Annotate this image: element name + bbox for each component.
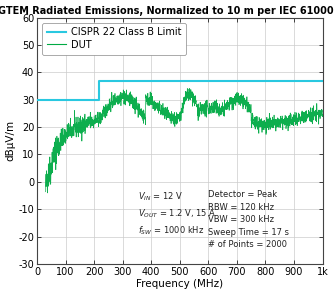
Text: $V_{IN}$ = 12 V
$V_{OUT}$ = 1.2 V, 15 A
$f_{SW}$ = 1000 kHz: $V_{IN}$ = 12 V $V_{OUT}$ = 1.2 V, 15 A … — [138, 190, 217, 237]
Legend: CISPR 22 Class B Limit, DUT: CISPR 22 Class B Limit, DUT — [42, 23, 186, 55]
X-axis label: Frequency (MHz): Frequency (MHz) — [136, 279, 223, 289]
Title: GTEM Radiated Emissions, Normalized to 10 m per IEC 61000-4-20: GTEM Radiated Emissions, Normalized to 1… — [0, 6, 334, 16]
Y-axis label: dBμV/m: dBμV/m — [6, 120, 16, 161]
Text: Detector = Peak
RBW = 120 kHz
VBW = 300 kHz
Sweep Time = 17 s
# of Points = 2000: Detector = Peak RBW = 120 kHz VBW = 300 … — [208, 190, 289, 249]
